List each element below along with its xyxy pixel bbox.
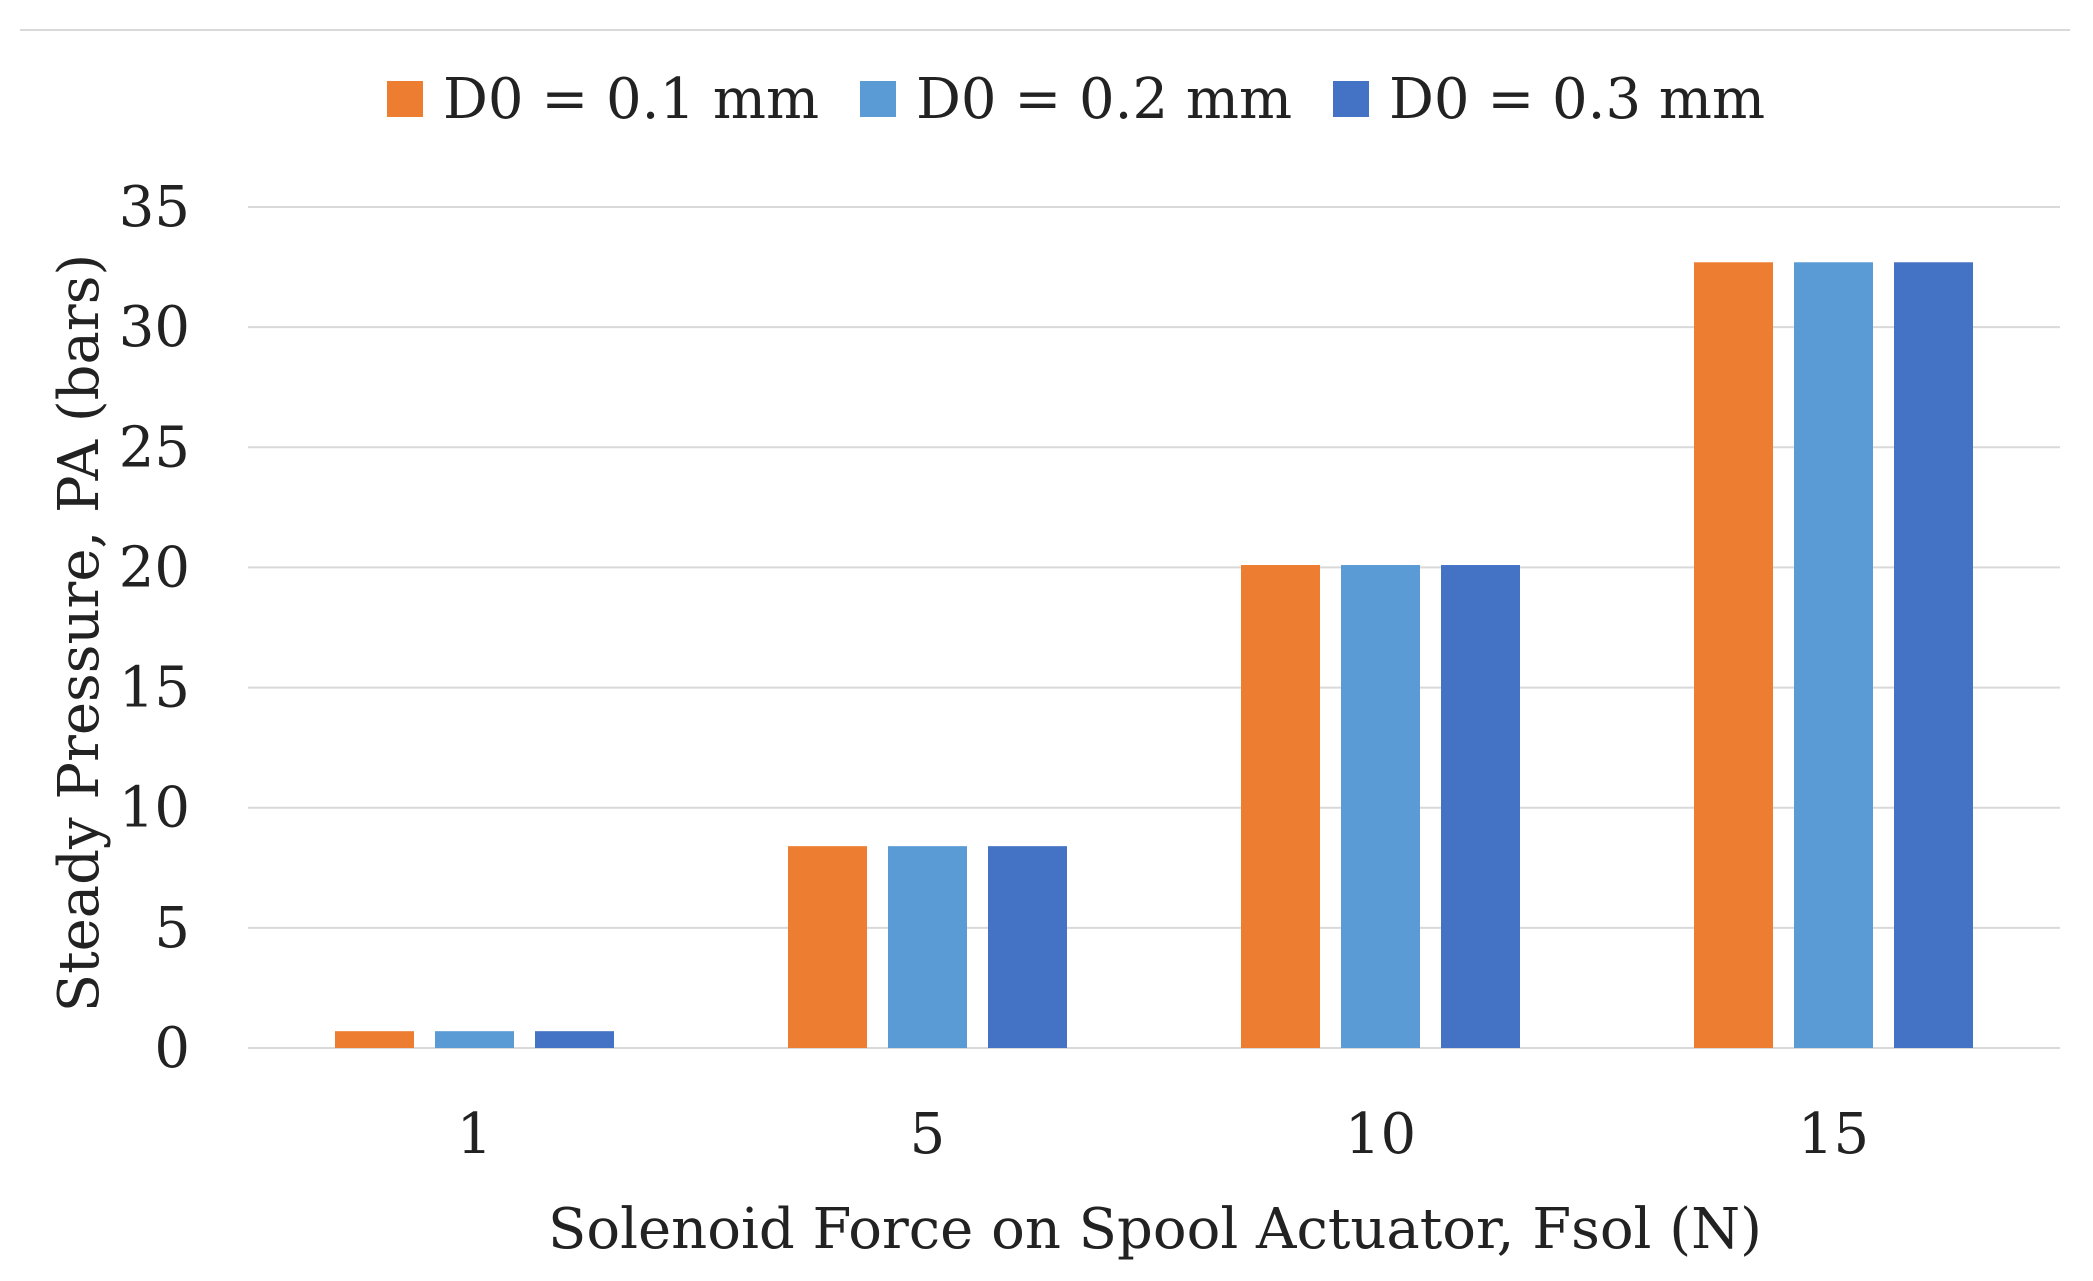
bar-5-series-1 — [788, 846, 867, 1048]
bars — [335, 262, 1973, 1048]
y-tick-label-0: 0 — [154, 1016, 190, 1081]
bar-5-series-3 — [988, 846, 1067, 1048]
legend-swatch-3 — [1333, 81, 1369, 117]
legend-label-1: D0 = 0.1 mm — [443, 67, 819, 132]
legend: D0 = 0.1 mm D0 = 0.2 mm D0 = 0.3 mm — [387, 67, 1765, 132]
x-tick-label-5: 5 — [910, 1102, 946, 1167]
bar-1-series-2 — [435, 1031, 514, 1048]
bar-15-series-2 — [1794, 262, 1873, 1048]
y-tick-label-5: 5 — [154, 896, 190, 961]
gridlines — [248, 206, 2060, 1049]
bar-5-series-2 — [888, 846, 967, 1048]
y-tick-label-30: 30 — [119, 295, 190, 360]
bar-15-series-3 — [1894, 262, 1973, 1048]
bar-15-series-1 — [1694, 262, 1773, 1048]
legend-swatch-1 — [387, 81, 423, 117]
y-tick-label-10: 10 — [119, 776, 190, 841]
y-tick-label-35: 35 — [119, 175, 190, 240]
legend-label-2: D0 = 0.2 mm — [916, 67, 1292, 132]
y-axis-title: Steady Pressure, PA (bars) — [47, 254, 112, 1013]
x-tick-label-15: 15 — [1798, 1102, 1869, 1167]
legend-swatch-2 — [860, 81, 896, 117]
legend-label-3: D0 = 0.3 mm — [1389, 67, 1765, 132]
y-tick-label-25: 25 — [119, 415, 190, 480]
x-axis-title: Solenoid Force on Spool Actuator, Fsol (… — [548, 1197, 1762, 1262]
x-axis-ticks: 1 5 10 15 — [457, 1102, 1869, 1167]
y-tick-label-20: 20 — [119, 535, 190, 600]
bar-10-series-2 — [1341, 565, 1420, 1048]
bar-1-series-3 — [535, 1031, 614, 1048]
bar-10-series-1 — [1241, 565, 1320, 1048]
bar-10-series-3 — [1441, 565, 1520, 1048]
y-tick-label-15: 15 — [119, 656, 190, 721]
bar-1-series-1 — [335, 1031, 414, 1048]
y-axis-ticks: 0 5 10 15 20 25 30 35 — [119, 175, 190, 1081]
x-tick-label-10: 10 — [1345, 1102, 1416, 1167]
x-tick-label-1: 1 — [457, 1102, 493, 1167]
